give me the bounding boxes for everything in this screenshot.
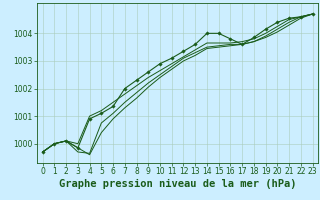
X-axis label: Graphe pression niveau de la mer (hPa): Graphe pression niveau de la mer (hPa) [59, 179, 296, 189]
